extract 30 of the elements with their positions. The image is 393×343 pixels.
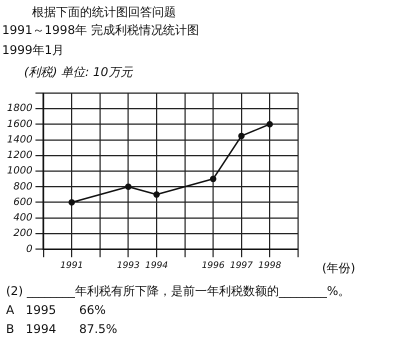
x-tick-label: 1997	[230, 260, 254, 271]
y-tick-label: 1200	[6, 150, 32, 162]
y-tick-label: 400	[13, 212, 32, 224]
point	[210, 176, 216, 182]
chart-title: 1991～1998年 完成利税情况统计图	[2, 22, 199, 38]
y-tick-label: 1600	[6, 118, 32, 130]
point	[238, 132, 245, 140]
x-axis-title: (年份)	[322, 260, 356, 276]
y-tick-label: 1800	[6, 103, 32, 114]
point	[68, 199, 75, 206]
text: B 1994 87.5%	[6, 322, 118, 336]
point	[266, 120, 273, 128]
x-tick-label: 1993	[116, 260, 140, 271]
point	[125, 183, 132, 190]
y-axis-title: (利税) 单位: 10万元	[24, 64, 132, 80]
x-tick-label: 1998	[258, 260, 282, 271]
x-tick-label: 1991	[60, 260, 84, 271]
y-tick-label: 800	[13, 181, 32, 192]
x-tick-label: 1994	[145, 260, 168, 271]
text: (2) ________年利税有所下降，是前一年利税数额的________%。	[6, 284, 350, 298]
y-tick-label: 200	[13, 228, 32, 240]
x-tick-label: 1996	[202, 260, 225, 271]
text: A 1995 66%	[6, 303, 106, 317]
point	[153, 191, 160, 198]
chart-subtitle: 1999年1月	[2, 42, 64, 58]
y-tick-label: 1400	[6, 134, 32, 146]
text: 根据下面的统计图回答问题	[32, 4, 176, 20]
y-tick-label: 600	[13, 196, 32, 208]
y-tick-label: 0	[26, 244, 32, 255]
y-tick-label: 1000	[6, 166, 32, 177]
